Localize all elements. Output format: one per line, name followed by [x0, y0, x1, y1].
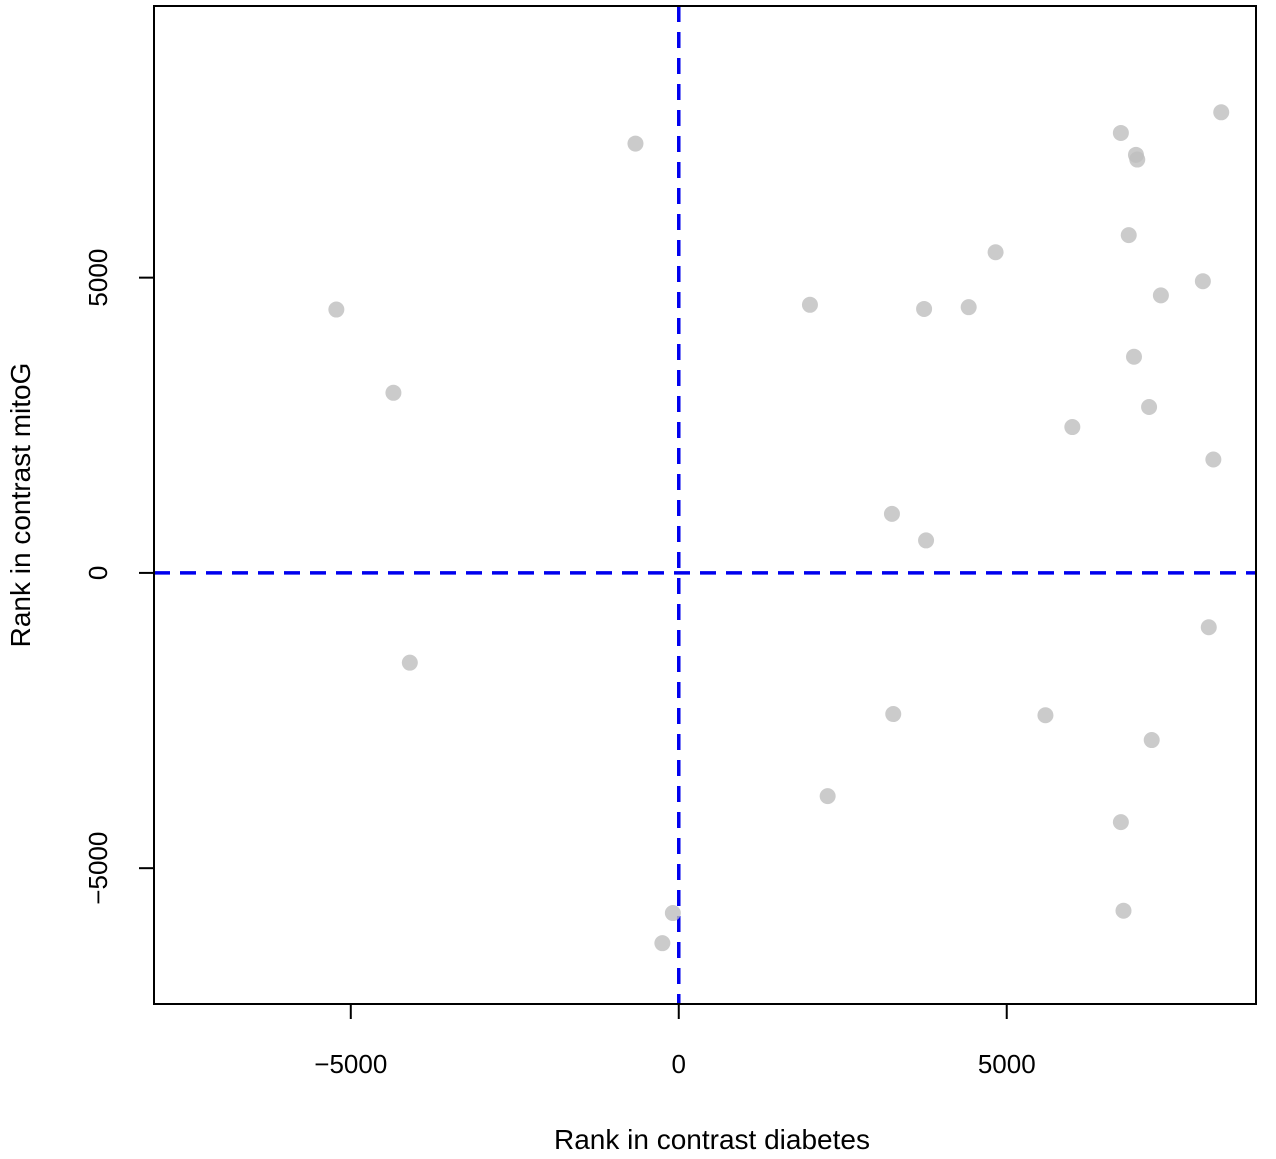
x-tick-label: 5000 [978, 1049, 1036, 1079]
data-points [328, 104, 1230, 952]
data-point [1200, 619, 1217, 636]
data-point [1194, 273, 1211, 290]
data-point [1141, 398, 1158, 415]
data-point [960, 299, 977, 316]
data-point [401, 654, 418, 671]
data-point [1120, 227, 1137, 244]
y-tick-label: 0 [83, 566, 113, 580]
data-point [883, 505, 900, 522]
data-point [1112, 124, 1129, 141]
y-axis: −5000 0 5000 [83, 249, 154, 905]
data-point [1064, 419, 1081, 436]
y-tick-label: −5000 [83, 832, 113, 905]
data-point [1143, 732, 1160, 749]
plot-frame [153, 5, 1257, 1005]
y-axis-title: Rank in contrast mitoG [5, 363, 36, 648]
data-point [385, 384, 402, 401]
data-point [916, 300, 933, 317]
x-axis-title: Rank in contrast diabetes [554, 1124, 870, 1155]
data-point [1213, 104, 1230, 121]
x-tick-label: −5000 [314, 1049, 387, 1079]
data-point [987, 244, 1004, 261]
data-point [1037, 707, 1054, 724]
data-point [918, 532, 935, 549]
data-point [1125, 348, 1142, 365]
data-point [885, 706, 902, 723]
data-point [1152, 287, 1169, 304]
data-point [654, 935, 671, 952]
data-point [664, 905, 681, 922]
data-point [819, 788, 836, 805]
x-axis: −5000 0 5000 [314, 1004, 1036, 1079]
data-point [1112, 814, 1129, 831]
data-point [627, 135, 644, 152]
data-point [1205, 451, 1222, 468]
y-tick-label: 5000 [83, 249, 113, 307]
data-point [801, 296, 818, 313]
x-tick-label: 0 [672, 1049, 686, 1079]
data-point [328, 301, 345, 318]
data-point [1115, 902, 1132, 919]
reference-lines [154, 6, 1256, 1004]
data-point [1129, 151, 1146, 168]
